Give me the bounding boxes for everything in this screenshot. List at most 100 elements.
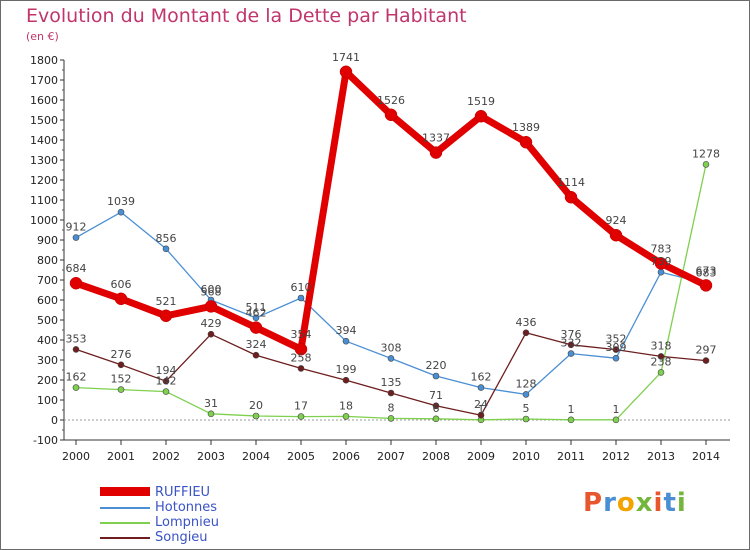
x-tick-label: 2006 [332,450,360,463]
logo-letter: i [653,488,664,518]
point-lompnieu [162,388,170,395]
y-tick-label: 0 [51,414,58,427]
data-label-ruffieu: 521 [156,295,177,308]
data-label-lompnieu: 20 [249,399,263,412]
y-tick-label: 1700 [30,74,58,87]
point-ruffieu [564,190,578,204]
data-label-ruffieu: 1519 [467,95,495,108]
x-tick-label: 2005 [287,450,315,463]
data-label-songieu: 194 [156,364,177,377]
data-label-ruffieu: 673 [696,264,717,277]
chart-title: Evolution du Montant de la Dette par Hab… [26,5,467,27]
point-lompnieu [387,415,395,422]
point-songieu [657,353,665,360]
data-label-songieu: 199 [336,363,357,376]
point-hotonnes [612,354,620,362]
x-tick-label: 2002 [152,450,180,463]
point-songieu [162,377,170,385]
data-label-hotonnes: 856 [156,232,177,245]
y-tick-label: 1500 [30,114,58,127]
data-label-lompnieu: 5 [523,402,530,415]
point-ruffieu [114,292,128,306]
point-lompnieu [297,413,305,420]
y-tick-label: 1300 [30,154,58,167]
series-layer [69,65,713,424]
y-tick-label: 900 [37,234,58,247]
point-hotonnes [297,294,305,302]
data-label-lompnieu: 1 [568,403,575,416]
y-tick-label: 500 [37,314,58,327]
point-lompnieu [117,386,125,393]
chart-axes: -100 0 100 200 300 400 500 600 700 800 900 1000 1100… [30,54,730,463]
data-label-hotonnes: 600 [201,283,222,296]
point-hotonnes [117,208,125,216]
series-ruffieu [69,65,713,356]
data-label-lompnieu: 6 [433,402,440,415]
point-lompnieu [567,416,575,424]
point-ruffieu [249,321,263,334]
y-tick-label: 600 [37,294,58,307]
series-lompnieu [72,161,710,424]
y-tick-label: 1000 [30,214,58,227]
x-tick-label: 2008 [422,450,450,463]
point-songieu [117,361,125,369]
point-lompnieu [702,161,710,168]
data-label-hotonnes: 1039 [107,195,135,208]
y-tick-label: 100 [37,394,58,407]
x-tick-label: 2007 [377,450,405,463]
data-label-lompnieu: 1 [478,403,485,416]
point-lompnieu [207,410,215,418]
point-lompnieu [657,369,665,376]
y-tick-label: 300 [37,354,58,367]
data-label-ruffieu: 1114 [557,176,585,189]
data-label-hotonnes: 683 [696,266,717,279]
series-hotonnes [72,208,710,398]
data-label-ruffieu: 354 [291,328,312,341]
data-label-songieu: 324 [246,338,267,351]
data-label-hotonnes: 162 [471,371,492,384]
data-label-hotonnes: 912 [66,221,87,234]
point-songieu [432,402,440,410]
data-label-hotonnes: 332 [561,337,582,350]
data-label-lompnieu: 31 [204,397,218,410]
legend-label-ruffieu: RUFFIEU [155,485,211,500]
proxiti-logo: Proxiti [583,488,687,518]
point-songieu [387,389,395,397]
data-label-lompnieu: 152 [111,373,132,386]
point-ruffieu [339,65,353,79]
data-label-lompnieu: 8 [388,401,395,414]
data-label-songieu: 297 [696,344,717,357]
data-label-ruffieu: 924 [606,214,627,227]
data-label-ruffieu: 606 [111,278,132,291]
data-labels-layer: 6846065215684623541741152613371519138911… [66,51,721,416]
point-hotonnes [72,234,80,241]
data-label-hotonnes: 309 [606,341,627,354]
data-label-songieu: 353 [66,332,87,345]
data-label-songieu: 135 [381,376,402,389]
data-label-songieu: 352 [606,333,627,346]
logo-letter: x [635,488,654,518]
point-ruffieu [69,276,83,290]
logo-letter: r [603,488,617,518]
chart-subtitle: (en €) [26,30,59,43]
y-tick-label: 1800 [30,54,58,67]
point-hotonnes [567,350,575,357]
data-label-songieu: 276 [111,348,132,361]
data-label-lompnieu: 162 [66,371,87,384]
point-songieu [522,329,530,337]
point-hotonnes [477,384,485,391]
y-tick-label: 400 [37,334,58,347]
data-label-hotonnes: 610 [291,281,312,294]
y-tick-label: 800 [37,254,58,267]
y-tick-label: 1600 [30,94,58,107]
x-tick-label: 2004 [242,450,270,463]
point-ruffieu [429,146,443,159]
point-lompnieu [342,413,350,420]
point-hotonnes [387,355,395,362]
point-ruffieu [204,300,218,313]
point-ruffieu [654,257,668,270]
point-hotonnes [522,391,530,398]
point-lompnieu [252,412,260,420]
data-label-ruffieu: 1337 [422,132,450,145]
